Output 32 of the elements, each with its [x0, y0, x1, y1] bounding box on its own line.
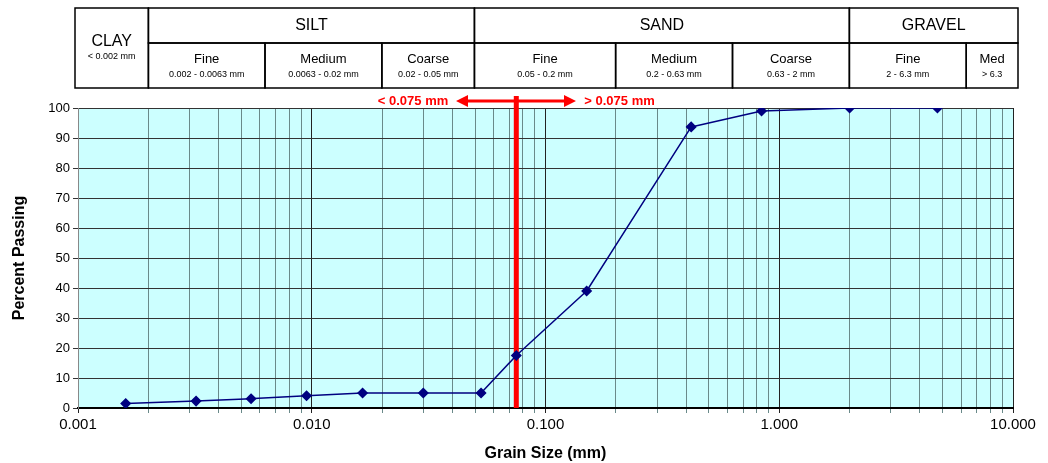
y-tick-label: 30	[55, 309, 70, 325]
x-tick-label: 0.100	[526, 415, 565, 433]
text: Fine 2 - 6.3 mm	[886, 51, 930, 79]
text: SILT	[295, 15, 328, 33]
y-tick-label: 0	[62, 399, 70, 415]
y-axis-title: Percent Passing	[10, 195, 28, 321]
text: Coarse 0.02 - 0.05 mm	[397, 51, 459, 79]
y-tick-label: 90	[55, 129, 70, 145]
x-tick-label: 0.001	[59, 415, 97, 433]
y-tick-label: 60	[55, 219, 70, 235]
y-tick-label: 20	[55, 339, 70, 355]
text: Fine 0.002 - 0.0063 mm	[168, 51, 245, 79]
y-tick-label: 10	[55, 369, 70, 385]
text: Fine 0.05 - 0.2 mm	[517, 51, 573, 79]
text: < 0.075 mm	[377, 92, 449, 108]
y-tick-label: 50	[55, 249, 70, 265]
y-tick-label: 70	[55, 189, 70, 205]
text: Medium 0.2 - 0.63 mm	[646, 51, 702, 79]
y-tick-label: 100	[48, 99, 70, 115]
text: CLAY < 0.002 mm	[87, 32, 136, 62]
y-tick-label: 40	[55, 279, 70, 295]
x-axis-title: Grain Size (mm)	[484, 443, 607, 461]
text: Med > 6.3	[979, 51, 1005, 79]
text: SAND	[639, 15, 685, 33]
x-tick-label: 10.000	[990, 415, 1036, 433]
x-tick-label: 1.000	[760, 415, 799, 433]
x-tick-label: 0.010	[292, 415, 331, 433]
y-tick-label: 80	[55, 159, 70, 175]
text: > 0.075 mm	[584, 92, 655, 108]
text: Medium 0.0063 - 0.02 mm	[288, 51, 359, 79]
text: GRAVEL	[901, 15, 966, 33]
text: Coarse 0.63 - 2 mm	[766, 51, 815, 79]
